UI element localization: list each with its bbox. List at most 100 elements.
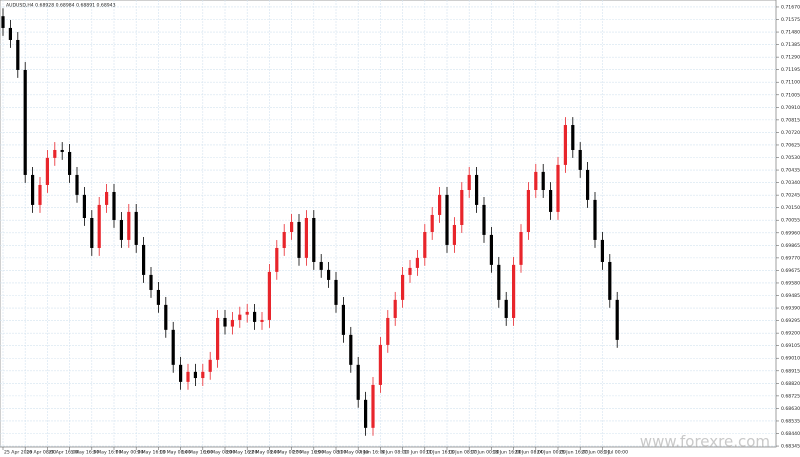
x-tick-label: 6 Jun 08:00 (381, 450, 407, 456)
y-tick-label: 0.71195 (781, 67, 800, 73)
candle-body (334, 279, 338, 305)
candle-body (578, 149, 582, 170)
candle-body (327, 269, 331, 280)
candle-body (45, 157, 49, 185)
y-tick-label: 0.70340 (781, 180, 800, 186)
x-tick-label: 18 Jun 16:00 (492, 450, 521, 456)
candle-body (504, 299, 508, 318)
candle-body (349, 334, 353, 365)
y-tick-label: 0.71005 (781, 92, 800, 98)
x-tick-label: 16 May 08:00 (204, 450, 236, 456)
y-tick-label: 0.70815 (781, 117, 800, 123)
candle-body (571, 125, 575, 150)
y-tick-label: 0.68535 (781, 418, 800, 424)
y-tick-label: 0.68345 (781, 444, 800, 450)
candle-body (193, 371, 197, 379)
x-tick-label: 31 May 00:00 (337, 450, 369, 456)
y-tick-label: 0.69675 (781, 268, 800, 274)
candle-body (186, 371, 190, 382)
candle-body (371, 384, 375, 428)
candle-body (179, 364, 183, 382)
candle-body (208, 359, 212, 372)
candle-body (541, 171, 545, 190)
x-tick-label: 13 Jun 08:00 (448, 450, 477, 456)
y-tick-label: 0.69960 (781, 230, 800, 236)
candle-body (245, 311, 249, 315)
candle-body (489, 234, 493, 265)
candle-body (304, 217, 308, 258)
candle-body (438, 194, 442, 215)
y-tick-label: 0.70435 (781, 168, 800, 174)
candle-body (475, 174, 479, 205)
candle-body (238, 314, 242, 320)
candle-body (386, 317, 390, 345)
candle-body (230, 319, 234, 327)
x-tick-label: 17 Jun 00:00 (470, 450, 499, 456)
candle-body (415, 257, 419, 268)
candle-body (223, 317, 227, 327)
y-tick-label: 0.69770 (781, 255, 800, 261)
x-tick-label: 10 Jun 00:00 (404, 450, 433, 456)
x-tick-label: 4 Jun 16:00 (359, 450, 385, 456)
y-tick-label: 0.68915 (781, 368, 800, 374)
x-tick-label: 29 May 08:00 (315, 450, 347, 456)
candle-body (90, 217, 94, 248)
x-tick-label: 25 Jun 16:00 (559, 450, 588, 456)
y-tick-label: 0.68630 (781, 406, 800, 412)
candle-body (275, 247, 279, 272)
candle-body (319, 261, 323, 270)
x-tick-label: 13 May 08:00 (159, 450, 191, 456)
y-tick-label: 0.69865 (781, 243, 800, 249)
x-tick-label: 1 May 16:00 (71, 450, 100, 456)
candle-body (445, 194, 449, 245)
y-tick-label: 0.69010 (781, 356, 800, 362)
candle-body (119, 219, 123, 240)
candle-body (156, 289, 160, 305)
y-tick-label: 0.70245 (781, 193, 800, 199)
y-tick-label: 0.71290 (781, 55, 800, 61)
candle-body (38, 184, 42, 205)
candle-body (112, 191, 116, 220)
candle-body (497, 264, 501, 300)
x-tick-label: 3 May 16:00 (93, 450, 122, 456)
candle-body (23, 69, 27, 175)
y-tick-label: 0.68820 (781, 381, 800, 387)
y-tick-label: 0.68725 (781, 393, 800, 399)
x-tick-label: 26 Apr 08:00 (26, 450, 56, 456)
x-tick-label: 24 May 00:00 (270, 450, 302, 456)
candle-body (149, 274, 153, 290)
candle-body (312, 217, 316, 262)
y-tick-label: 0.71385 (781, 42, 800, 48)
candle-body (16, 39, 20, 70)
candle-body (290, 221, 294, 232)
plot-frame (0, 0, 777, 448)
candle-body (512, 264, 516, 318)
candle-body (452, 224, 456, 245)
candle-body (600, 239, 604, 262)
candle-body (31, 174, 35, 205)
y-tick-label: 0.69485 (781, 293, 800, 299)
y-tick-label: 0.68440 (781, 431, 800, 437)
x-tick-label: 20 May 16:00 (226, 450, 258, 456)
y-tick-label: 0.70530 (781, 155, 800, 161)
candle-body (253, 311, 257, 322)
candle-body (53, 149, 57, 158)
candle-body (82, 194, 86, 218)
x-tick-label: 27 Jun 08:00 (581, 450, 610, 456)
candle-body (378, 344, 382, 385)
candle-body (216, 317, 220, 360)
y-tick-label: 0.69295 (781, 318, 800, 324)
candle-body (586, 169, 590, 200)
candle-body (282, 231, 286, 248)
x-tick-label: 22 May 08:00 (248, 450, 280, 456)
candle-body (142, 244, 146, 275)
candle-body (393, 299, 397, 318)
candle-body (364, 399, 368, 428)
y-tick-label: 0.70150 (781, 205, 800, 211)
candle-body (260, 319, 264, 322)
candle-body (356, 364, 360, 400)
candle-body (201, 371, 205, 379)
y-tick-label: 0.70625 (781, 142, 800, 148)
candle-body (171, 329, 175, 365)
